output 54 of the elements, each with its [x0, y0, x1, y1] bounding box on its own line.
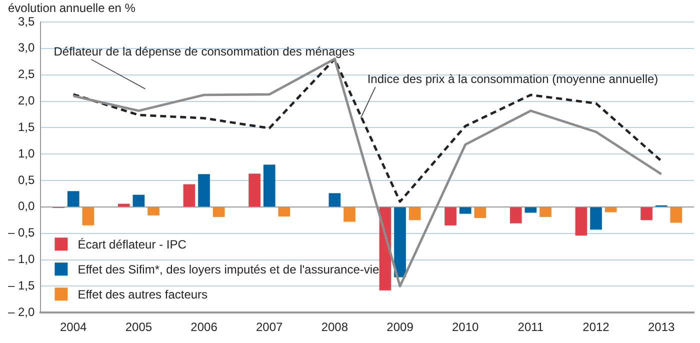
- x-tick-label: 2010: [452, 320, 480, 334]
- bar: [524, 207, 537, 213]
- bar: [474, 207, 486, 218]
- x-tick-label: 2006: [190, 320, 218, 334]
- bar: [183, 184, 196, 207]
- bar: [263, 164, 276, 207]
- y-tick-label: 0,0: [18, 199, 36, 214]
- bar: [604, 207, 617, 212]
- bar: [590, 207, 602, 230]
- bar: [148, 207, 160, 216]
- bar: [67, 191, 80, 207]
- x-tick-label: 2008: [321, 320, 348, 334]
- y-tick-label: 2,0: [18, 94, 36, 108]
- y-tick-label: 1,0: [18, 146, 36, 160]
- y-tick-label: 3,5: [18, 14, 36, 28]
- x-tick-label: 2009: [386, 320, 414, 334]
- bar: [132, 194, 145, 207]
- bar: [408, 207, 421, 220]
- bar: [575, 207, 588, 236]
- bar: [328, 193, 341, 207]
- legend-label: Effet des Sifim*, des loyers imputés et de l'assurance-vie: [78, 262, 380, 277]
- bar: [118, 204, 130, 207]
- bar: [344, 207, 356, 222]
- bar: [212, 207, 225, 217]
- x-tick-label: 2013: [648, 320, 676, 334]
- bar: [540, 207, 552, 217]
- y-tick-label: – 2,0: [8, 304, 35, 319]
- x-tick-label: 2011: [518, 320, 544, 334]
- bar: [510, 207, 522, 224]
- bar: [640, 207, 652, 220]
- legend-label: Écart déflateur - IPC: [78, 238, 187, 252]
- bar: [248, 174, 260, 207]
- bar: [459, 207, 472, 214]
- bar: [278, 207, 290, 216]
- y-tick-label: 3,0: [18, 40, 36, 55]
- x-tick-label: 2012: [582, 320, 610, 334]
- x-tick-label: 2004: [60, 320, 88, 334]
- bar: [82, 207, 94, 226]
- bar: [670, 207, 682, 223]
- y-tick-label: 1,5: [18, 120, 36, 134]
- bar: [394, 207, 406, 278]
- x-tick-label: 2005: [125, 320, 152, 334]
- y-tick-label: 2,5: [18, 67, 36, 82]
- y-tick-label: – 0,5: [8, 226, 35, 240]
- y-tick-label: 0,5: [18, 172, 36, 187]
- y-tick-label: – 1,5: [8, 278, 35, 292]
- bar: [444, 207, 456, 226]
- y-axis-title: évolution annuelle en %: [8, 1, 136, 15]
- x-tick-label: 2007: [256, 320, 284, 334]
- legend-label: Effet des autres facteurs: [78, 288, 208, 302]
- series-label: Indice des prix à la consommation (moyenne annuelle): [367, 72, 658, 86]
- y-tick-label: – 1,0: [8, 252, 35, 266]
- series-label: Déflateur de la dépense de consommation des ménages: [54, 44, 355, 58]
- bar: [198, 174, 210, 207]
